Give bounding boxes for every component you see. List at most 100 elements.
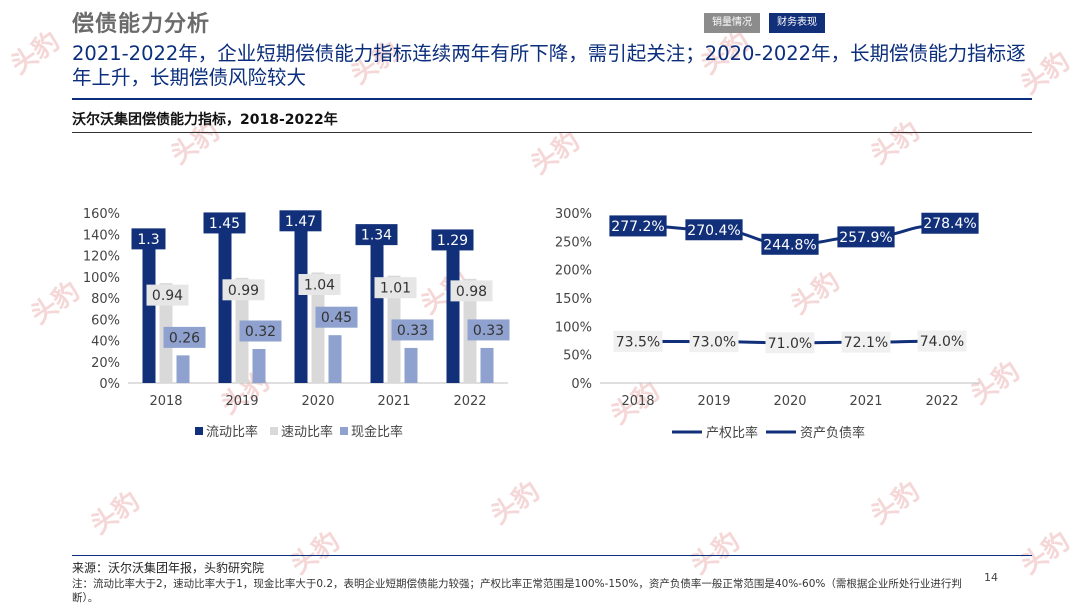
x-tick-label: 2020	[773, 394, 806, 409]
y-tick-label: 0%	[99, 377, 120, 392]
header-divider	[72, 98, 1032, 100]
y-tick-label: 120%	[83, 250, 120, 265]
label-equity-ratio: 270.4%	[687, 223, 740, 239]
y-tick-label: 60%	[91, 313, 120, 328]
bar-quick-ratio	[311, 272, 325, 383]
label-equity-ratio: 278.4%	[923, 216, 976, 232]
note-text: 注：流动比率大于2，速动比率大于1，现金比率大于0.2，表明企业短期偿债能力较强…	[72, 578, 962, 604]
label-current-ratio: 1.47	[285, 214, 316, 230]
label-current-ratio-box	[355, 224, 398, 246]
page-title: 偿债能力分析	[72, 12, 211, 37]
label-debt-ratio-box	[917, 330, 967, 352]
label-equity-ratio-box	[761, 233, 819, 255]
label-equity-ratio: 244.8%	[763, 237, 816, 253]
y-tick-label: 150%	[555, 292, 592, 307]
label-current-ratio-box	[203, 212, 246, 234]
y-tick-label: 50%	[563, 349, 592, 364]
label-quick-ratio-box	[146, 284, 189, 306]
legend-label: 现金比率	[351, 424, 403, 440]
bar-cash-ratio	[404, 347, 418, 383]
label-debt-ratio-box	[765, 332, 815, 354]
page-number: 14	[984, 571, 998, 584]
bar-cash-ratio	[252, 349, 266, 383]
y-tick-label: 300%	[555, 207, 592, 222]
label-debt-ratio: 71.0%	[768, 336, 812, 352]
x-tick-label: 2018	[621, 394, 654, 409]
bar-current-ratio	[294, 226, 308, 383]
y-tick-label: 250%	[555, 235, 592, 250]
bar-current-ratio	[370, 240, 384, 383]
label-quick-ratio-box	[222, 279, 265, 301]
label-quick-ratio: 0.99	[228, 283, 259, 299]
tab-sales[interactable]: 销量情况	[704, 13, 760, 33]
label-debt-ratio: 73.0%	[692, 335, 736, 351]
x-tick-label: 2020	[301, 394, 334, 409]
x-tick-label: 2019	[697, 394, 730, 409]
source-text: 来源：沃尔沃集团年报，头豹研究院	[72, 561, 265, 575]
bar-current-ratio	[142, 244, 156, 383]
label-equity-ratio-box	[837, 226, 895, 248]
legend-label: 资产负债率	[800, 425, 865, 441]
bar-cash-ratio	[480, 347, 494, 383]
label-quick-ratio-box	[374, 277, 417, 299]
x-tick-label: 2018	[149, 394, 182, 409]
legend-swatch	[195, 427, 203, 435]
bar-current-ratio	[446, 245, 460, 383]
label-cash-ratio: 0.26	[169, 330, 200, 346]
label-debt-ratio: 74.0%	[920, 334, 964, 350]
label-cash-ratio: 0.45	[321, 310, 352, 326]
y-tick-label: 140%	[83, 228, 120, 243]
x-tick-label: 2021	[849, 394, 882, 409]
headline: 2021-2022年，企业短期偿债能力指标连续两年有所下降，需引起关注；2020…	[72, 42, 1026, 89]
label-quick-ratio-box	[298, 274, 341, 295]
label-quick-ratio: 0.94	[152, 288, 183, 304]
y-tick-label: 100%	[83, 271, 120, 286]
label-current-ratio: 1.34	[361, 228, 392, 244]
label-equity-ratio-box	[685, 219, 743, 241]
section-title: 沃尔沃集团偿债能力指标，2018-2022年	[72, 112, 338, 128]
label-current-ratio-box	[279, 210, 322, 232]
label-equity-ratio-box	[921, 212, 979, 234]
label-current-ratio-box	[131, 228, 166, 250]
y-tick-label: 200%	[555, 264, 592, 279]
x-tick-label: 2021	[377, 394, 410, 409]
label-cash-ratio-box	[239, 320, 282, 342]
legend-swatch	[270, 427, 278, 435]
label-current-ratio: 1.29	[437, 233, 468, 249]
label-cash-ratio-box	[467, 319, 510, 341]
footer-divider	[72, 555, 1032, 556]
label-debt-ratio: 72.1%	[844, 335, 888, 351]
label-current-ratio-box	[431, 229, 474, 251]
section-divider	[72, 132, 1032, 133]
label-cash-ratio: 0.33	[397, 323, 428, 339]
x-tick-label: 2022	[453, 394, 486, 409]
label-quick-ratio: 1.01	[380, 281, 411, 297]
label-equity-ratio-box	[609, 215, 667, 237]
label-cash-ratio-box	[163, 326, 206, 348]
label-cash-ratio: 0.33	[473, 323, 504, 339]
legend-label: 速动比率	[281, 424, 333, 440]
y-tick-label: 20%	[91, 356, 120, 371]
label-quick-ratio: 0.98	[456, 284, 487, 300]
label-quick-ratio-box	[450, 280, 493, 302]
label-equity-ratio: 257.9%	[839, 230, 892, 246]
y-tick-label: 80%	[91, 292, 120, 307]
y-tick-label: 100%	[555, 320, 592, 335]
legend-label: 流动比率	[206, 424, 258, 440]
label-cash-ratio-box	[315, 306, 358, 328]
label-cash-ratio-box	[391, 319, 434, 341]
label-quick-ratio: 1.04	[304, 278, 335, 294]
x-tick-label: 2022	[925, 394, 958, 409]
label-debt-ratio: 73.5%	[616, 334, 660, 350]
label-cash-ratio: 0.32	[245, 324, 276, 340]
tab-finance[interactable]: 财务表现	[769, 13, 825, 33]
x-tick-label: 2019	[225, 394, 258, 409]
bar-cash-ratio	[328, 335, 342, 383]
bar-cash-ratio	[176, 355, 190, 383]
label-debt-ratio-box	[613, 330, 663, 352]
bar-current-ratio	[218, 228, 232, 383]
legend-swatch	[340, 427, 348, 435]
